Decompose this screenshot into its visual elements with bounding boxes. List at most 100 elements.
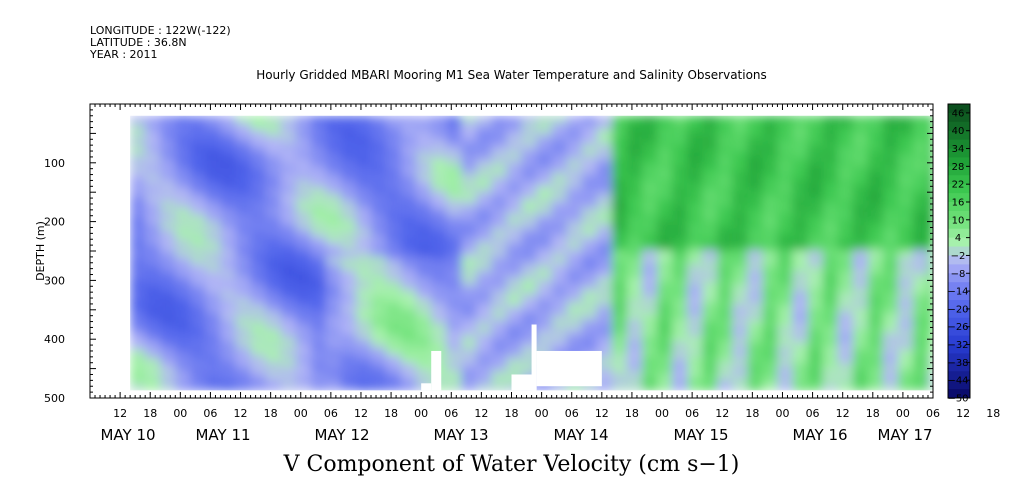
field-cell xyxy=(250,186,267,194)
field-cell xyxy=(581,158,598,166)
field-cell xyxy=(566,249,583,258)
field-cell xyxy=(521,355,538,364)
field-cell xyxy=(160,129,176,138)
field-cell xyxy=(446,383,462,391)
colorbar-swatch xyxy=(948,264,970,274)
field-cell xyxy=(145,341,161,350)
field-cell xyxy=(566,285,583,293)
field-cell xyxy=(641,151,658,159)
field-cell xyxy=(175,214,191,223)
field-cell xyxy=(461,369,477,378)
field-cell xyxy=(431,179,447,187)
field-cell xyxy=(401,376,417,385)
field-cell xyxy=(837,383,854,391)
field-cell xyxy=(822,369,839,378)
x-hour-tick-label: 00 xyxy=(414,407,428,420)
field-cell xyxy=(807,179,824,187)
field-cell xyxy=(702,355,718,364)
field-cell xyxy=(792,151,809,159)
field-cell xyxy=(130,270,146,279)
field-cell xyxy=(566,221,583,230)
y-tick-label: 200 xyxy=(44,216,65,229)
field-cell xyxy=(491,320,508,329)
field-cell xyxy=(371,179,387,187)
field-cell xyxy=(566,136,583,145)
field-cell xyxy=(551,172,568,180)
field-cell xyxy=(446,151,462,159)
field-cell xyxy=(717,242,733,251)
field-cell xyxy=(641,136,658,145)
field-cell xyxy=(250,263,267,272)
field-cell xyxy=(175,186,191,194)
field-cell xyxy=(476,341,493,350)
field-cell xyxy=(626,355,643,364)
field-cell xyxy=(687,200,703,209)
field-cell xyxy=(672,136,688,145)
field-cell xyxy=(295,143,312,152)
field-cell xyxy=(386,313,402,321)
field-cell xyxy=(551,270,568,279)
field-cell xyxy=(506,369,523,378)
field-cell xyxy=(416,263,432,272)
field-cell xyxy=(687,143,703,152)
field-cell xyxy=(747,136,763,145)
field-cell xyxy=(506,172,523,180)
field-cell xyxy=(641,376,658,385)
field-cell xyxy=(536,143,553,152)
field-cell xyxy=(355,214,372,223)
field-cell xyxy=(235,362,252,371)
field-cell xyxy=(205,207,222,216)
field-cell xyxy=(581,172,598,180)
field-cell xyxy=(822,376,839,385)
field-cell xyxy=(401,313,417,321)
field-cell xyxy=(130,207,146,216)
field-cell xyxy=(777,193,794,202)
field-cell xyxy=(431,320,447,329)
field-cell xyxy=(536,193,553,202)
field-cell xyxy=(717,179,733,187)
field-cell xyxy=(551,313,568,321)
field-cell xyxy=(371,136,387,145)
field-cell xyxy=(687,313,703,321)
field-cell xyxy=(641,348,658,357)
field-cell xyxy=(446,235,462,244)
field-cell xyxy=(717,299,733,307)
x-hour-tick-label: 18 xyxy=(264,407,278,420)
field-cell xyxy=(295,270,312,279)
field-cell xyxy=(672,383,688,391)
field-cell xyxy=(912,355,929,364)
field-cell xyxy=(265,214,282,223)
field-cell xyxy=(491,362,508,371)
field-cell xyxy=(235,158,252,166)
field-cell xyxy=(145,285,161,293)
field-cell xyxy=(687,355,703,364)
field-cell xyxy=(461,256,477,265)
field-cell xyxy=(325,165,342,173)
field-cell xyxy=(687,383,703,391)
field-cell xyxy=(551,207,568,216)
field-cell xyxy=(220,151,237,159)
field-cell xyxy=(641,383,658,391)
field-cell xyxy=(461,207,477,216)
field-cell xyxy=(581,263,598,272)
field-cell xyxy=(416,158,432,166)
field-cell xyxy=(702,136,718,145)
field-cell xyxy=(265,136,282,145)
field-cell xyxy=(205,172,222,180)
field-cell xyxy=(280,200,297,209)
field-cell xyxy=(491,136,508,145)
field-cell xyxy=(295,193,312,202)
field-cell xyxy=(852,228,869,237)
field-cell xyxy=(235,376,252,385)
field-cell xyxy=(837,165,854,173)
field-cell xyxy=(416,179,432,187)
field-cell xyxy=(476,151,493,159)
field-cell xyxy=(822,136,839,145)
field-cell xyxy=(145,383,161,391)
field-cell xyxy=(295,348,312,357)
field-cell xyxy=(175,383,191,391)
field-cell xyxy=(160,327,176,336)
field-cell xyxy=(867,313,884,321)
colorbar-label: −26 xyxy=(947,322,968,333)
field-cell xyxy=(235,383,252,391)
